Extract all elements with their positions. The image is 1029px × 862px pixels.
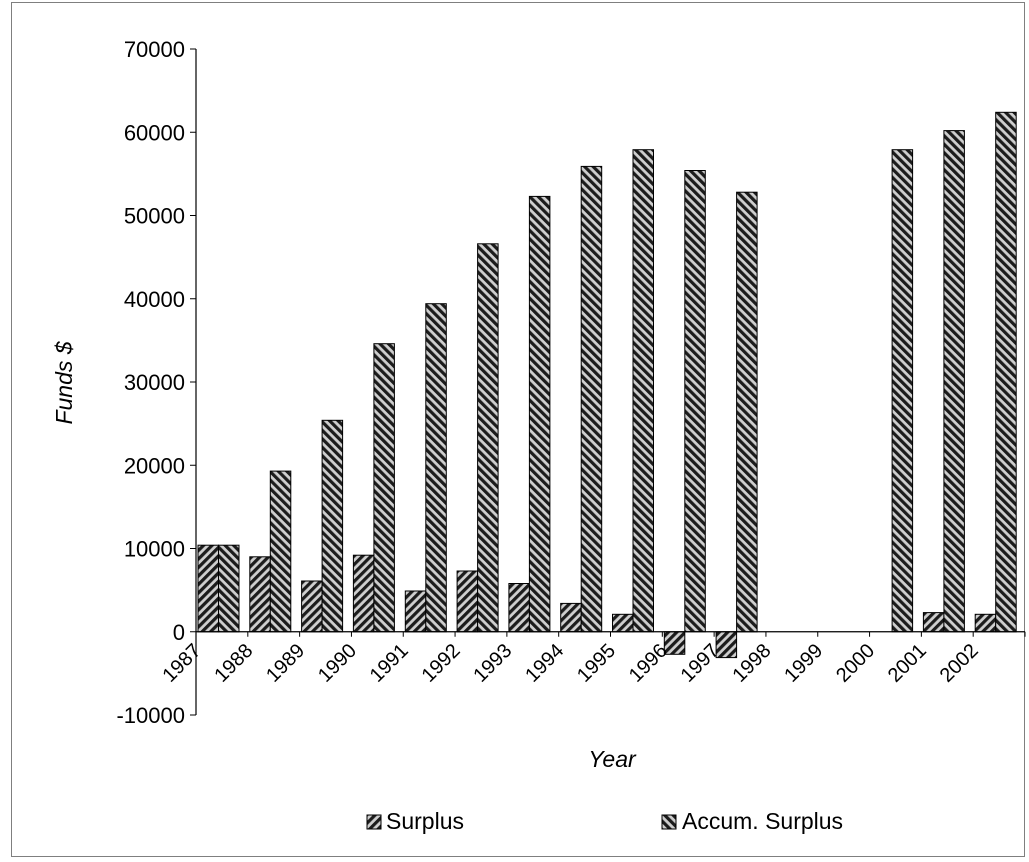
y-tick-label: 40000 bbox=[124, 287, 185, 312]
bar-accum-surplus-2000 bbox=[891, 149, 914, 633]
x-tick-label: 2001 bbox=[884, 640, 931, 687]
y-tick-label: 20000 bbox=[124, 453, 185, 478]
x-tick-label: 1989 bbox=[262, 640, 309, 687]
y-tick-label: 10000 bbox=[124, 537, 185, 562]
legend-swatch-accum-surplus bbox=[661, 814, 677, 830]
bar-surplus-1995 bbox=[612, 613, 634, 633]
x-tick-label: 1994 bbox=[521, 640, 568, 687]
legend-label-surplus: Surplus bbox=[386, 808, 464, 834]
bar-surplus-1987 bbox=[197, 544, 219, 633]
x-axis-title: Year bbox=[588, 746, 637, 772]
x-tick-label: 2000 bbox=[832, 640, 879, 687]
y-tick-label: 70000 bbox=[124, 37, 185, 62]
bar-surplus-2001 bbox=[922, 612, 945, 633]
bar-accum-surplus-1994 bbox=[580, 165, 603, 633]
bar-accum-surplus-2001 bbox=[943, 130, 965, 633]
bar-surplus-1992 bbox=[456, 570, 479, 633]
y-tick-label: 30000 bbox=[124, 370, 185, 395]
bar-accum-surplus-1995 bbox=[632, 149, 654, 633]
bar-surplus-1990 bbox=[352, 554, 375, 633]
legend-label-accum-surplus: Accum. Surplus bbox=[682, 808, 843, 834]
bar-surplus-2002 bbox=[974, 613, 997, 633]
bar-surplus-1991 bbox=[404, 590, 427, 633]
bar-accum-surplus-1987 bbox=[218, 544, 240, 633]
bar-accum-surplus-1992 bbox=[477, 243, 499, 633]
y-axis-title: Funds $ bbox=[51, 340, 77, 424]
bar-accum-surplus-1993 bbox=[528, 195, 551, 633]
y-tick-label: 50000 bbox=[124, 204, 185, 229]
x-tick-label: 1999 bbox=[780, 640, 827, 687]
bar-accum-surplus-2002 bbox=[995, 111, 1017, 633]
bar-surplus-1994 bbox=[560, 602, 582, 633]
bar-accum-surplus-1991 bbox=[425, 303, 447, 633]
y-tick-label: 0 bbox=[173, 620, 185, 645]
bar-surplus-1989 bbox=[301, 580, 323, 633]
bar-accum-surplus-1996 bbox=[684, 170, 706, 633]
bar-accum-surplus-1988 bbox=[269, 470, 292, 633]
x-tick-label: 1988 bbox=[210, 640, 257, 687]
x-tick-label: 1991 bbox=[366, 640, 413, 687]
bar-accum-surplus-1997 bbox=[736, 191, 758, 633]
bar-surplus-1988 bbox=[249, 556, 271, 633]
legend-swatch-surplus bbox=[366, 814, 382, 830]
bar-accum-surplus-1990 bbox=[373, 343, 395, 633]
x-tick-label: 1993 bbox=[469, 640, 516, 687]
x-tick-label: 1987 bbox=[159, 640, 206, 687]
bar-accum-surplus-1989 bbox=[321, 419, 344, 633]
bar-surplus-1993 bbox=[508, 583, 530, 633]
x-tick-label: 2002 bbox=[936, 640, 983, 687]
x-tick-label: 1992 bbox=[418, 640, 465, 687]
y-tick-label: -10000 bbox=[116, 703, 185, 728]
x-tick-label: 1995 bbox=[573, 640, 620, 687]
bars-layer bbox=[197, 111, 1017, 659]
x-tick-label: 1990 bbox=[314, 640, 361, 687]
legend: Surplus Accum. Surplus bbox=[366, 808, 843, 834]
y-tick-label: 60000 bbox=[124, 120, 185, 145]
